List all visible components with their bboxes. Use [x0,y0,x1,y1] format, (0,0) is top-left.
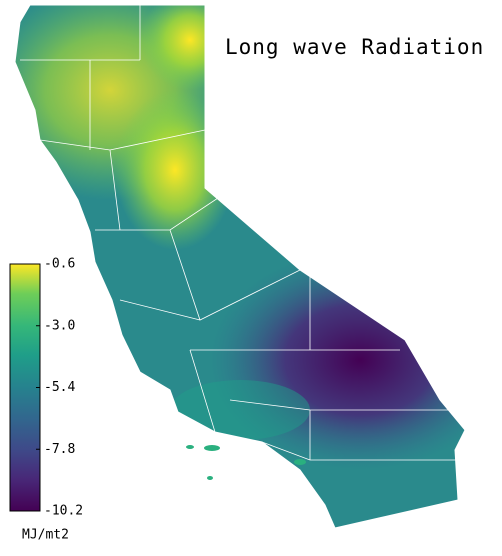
islands [186,445,306,480]
colorbar-label: MJ/mt2 [22,528,69,543]
colorbar-tick-label: -5.4 [44,380,75,395]
colorbar-tick-label: -0.6 [44,257,75,272]
colorbar [9,263,41,512]
county-borders [14,4,466,529]
colorbar-tick-label: -3.0 [44,318,75,333]
map-title: Long wave Radiation [225,35,484,59]
colorbar-tick-label: -10.2 [44,504,83,519]
colorbar-tick-label: -7.8 [44,442,75,457]
